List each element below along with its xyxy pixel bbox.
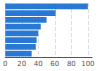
svg-text:40: 40 <box>34 60 43 68</box>
svg-text:80: 80 <box>67 60 76 68</box>
svg-text:0: 0 <box>3 60 7 68</box>
svg-text:20: 20 <box>17 60 26 68</box>
svg-text:60: 60 <box>50 60 59 68</box>
svg-text:100: 100 <box>81 60 94 68</box>
